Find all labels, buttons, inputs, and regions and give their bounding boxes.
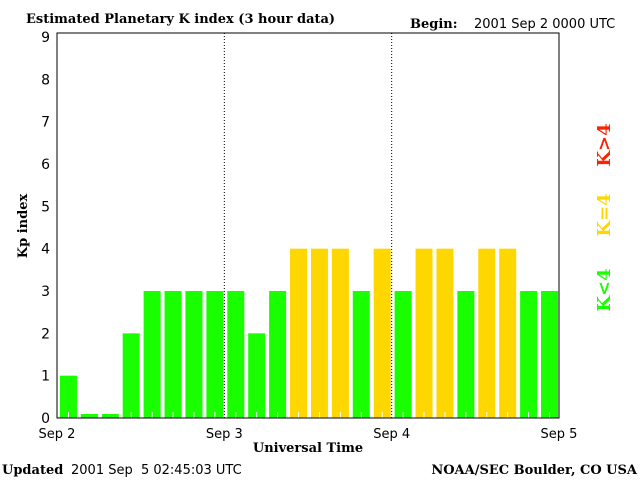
- kp-bar: [541, 291, 559, 418]
- y-tick-label: 2: [41, 326, 50, 342]
- y-tick-label: 1: [41, 369, 50, 385]
- kp-bar: [143, 291, 161, 418]
- kp-bar: [122, 333, 140, 418]
- x-tick-label: Sep 5: [541, 427, 578, 442]
- legend-item: K>4: [594, 123, 615, 166]
- kp-bar: [248, 333, 266, 418]
- plot-frame: [56, 32, 560, 419]
- kp-bar: [394, 291, 412, 418]
- y-tick-label: 5: [41, 199, 50, 215]
- kp-bar: [290, 248, 308, 418]
- kp-bar: [185, 291, 203, 418]
- kp-bar: [101, 414, 119, 418]
- kp-bar: [310, 248, 328, 418]
- legend-item: K<4: [594, 268, 615, 311]
- legend-item: K=4: [594, 193, 615, 236]
- x-tick-label: Sep 2: [39, 427, 76, 442]
- chart-title: Estimated Planetary K index (3 hour data…: [26, 12, 335, 27]
- kp-bar: [352, 291, 370, 418]
- updated-label: Updated: [2, 463, 63, 478]
- y-tick-label: 8: [41, 72, 50, 88]
- kp-bar: [457, 291, 475, 418]
- x-tick-label: Sep 4: [373, 427, 410, 442]
- updated-value: 2001 Sep 5 02:45:03 UTC: [71, 463, 242, 478]
- kp-bar: [499, 248, 517, 418]
- y-tick-label: 3: [41, 284, 50, 300]
- y-tick-label: 7: [41, 115, 50, 131]
- kp-bar: [269, 291, 287, 418]
- kp-bar: [59, 375, 77, 418]
- kp-bar: [373, 248, 391, 418]
- y-tick-label: 0: [41, 411, 50, 427]
- kp-bar: [206, 291, 224, 418]
- kp-bar: [478, 248, 496, 418]
- begin-value: 2001 Sep 2 0000 UTC: [474, 17, 615, 32]
- kp-bar: [520, 291, 538, 418]
- begin-label: Begin:: [410, 17, 458, 32]
- y-axis-label: Kp index: [16, 194, 31, 259]
- kp-bar: [331, 248, 349, 418]
- y-tick-label: 4: [41, 242, 50, 258]
- x-tick-label: Sep 3: [206, 427, 243, 442]
- kp-bar: [227, 291, 245, 418]
- x-axis-label: Universal Time: [253, 441, 363, 456]
- y-tick-label: 9: [41, 30, 50, 46]
- kp-bar: [415, 248, 433, 418]
- source-credit: NOAA/SEC Boulder, CO USA: [431, 463, 638, 478]
- kp-bar: [436, 248, 454, 418]
- kp-bar: [164, 291, 182, 418]
- y-tick-label: 6: [41, 157, 50, 173]
- kp-bar: [80, 414, 98, 418]
